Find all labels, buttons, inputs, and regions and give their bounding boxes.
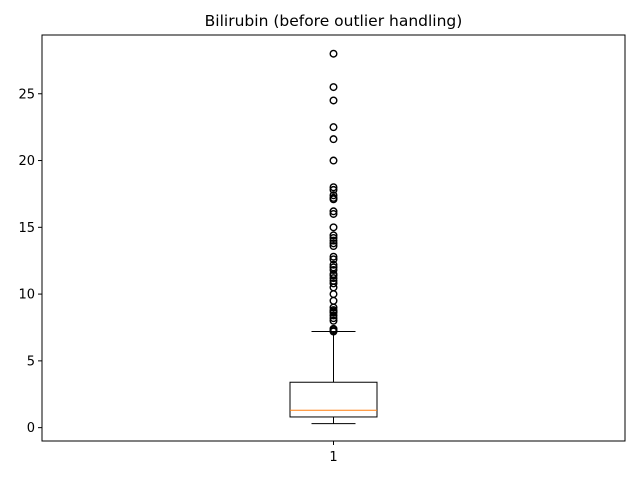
outlier-point xyxy=(329,183,338,192)
outlier-point xyxy=(329,266,338,275)
outlier-point xyxy=(329,123,338,132)
outlier-point xyxy=(329,236,338,245)
outlier-point xyxy=(329,252,338,261)
x-tick-label: 1 xyxy=(329,450,337,465)
outlier-point xyxy=(329,324,338,333)
outlier-point xyxy=(329,185,338,194)
y-tick-label: 25 xyxy=(18,87,35,102)
outlier-point xyxy=(329,274,338,283)
outlier-point xyxy=(329,290,338,299)
outlier-point xyxy=(329,156,338,165)
y-tick-label: 15 xyxy=(18,221,35,236)
y-tick-label: 5 xyxy=(27,354,35,369)
outlier-point xyxy=(329,49,338,58)
iqr-box xyxy=(289,381,378,418)
outlier-point xyxy=(329,316,338,325)
outlier-point xyxy=(329,233,338,242)
outlier-point xyxy=(329,96,338,105)
outlier-point xyxy=(329,223,338,232)
outlier-point xyxy=(329,83,338,92)
plot-area xyxy=(289,49,378,425)
outlier-point xyxy=(329,242,338,251)
y-tick-label: 20 xyxy=(18,154,35,169)
chart-title: Bilirubin (before outlier handling) xyxy=(205,12,463,30)
outlier-point xyxy=(329,263,338,272)
outlier-point xyxy=(329,311,338,320)
outlier-point xyxy=(329,239,338,248)
y-tick-label: 0 xyxy=(27,421,35,436)
outlier-point xyxy=(329,296,338,305)
y-axis: 0 5 10 15 20 25 xyxy=(18,87,42,436)
outlier-point xyxy=(329,231,338,240)
y-tick-label: 10 xyxy=(18,288,35,303)
outlier-point xyxy=(329,207,338,216)
outlier-point xyxy=(329,306,338,315)
outlier-point xyxy=(329,209,338,218)
x-axis: 1 xyxy=(329,441,338,465)
outlier-point xyxy=(329,255,338,264)
outlier-point xyxy=(329,260,338,269)
outlier-point xyxy=(329,193,338,202)
outlier-point xyxy=(329,279,338,288)
outlier-point xyxy=(329,135,338,144)
outlier-point xyxy=(329,191,338,200)
